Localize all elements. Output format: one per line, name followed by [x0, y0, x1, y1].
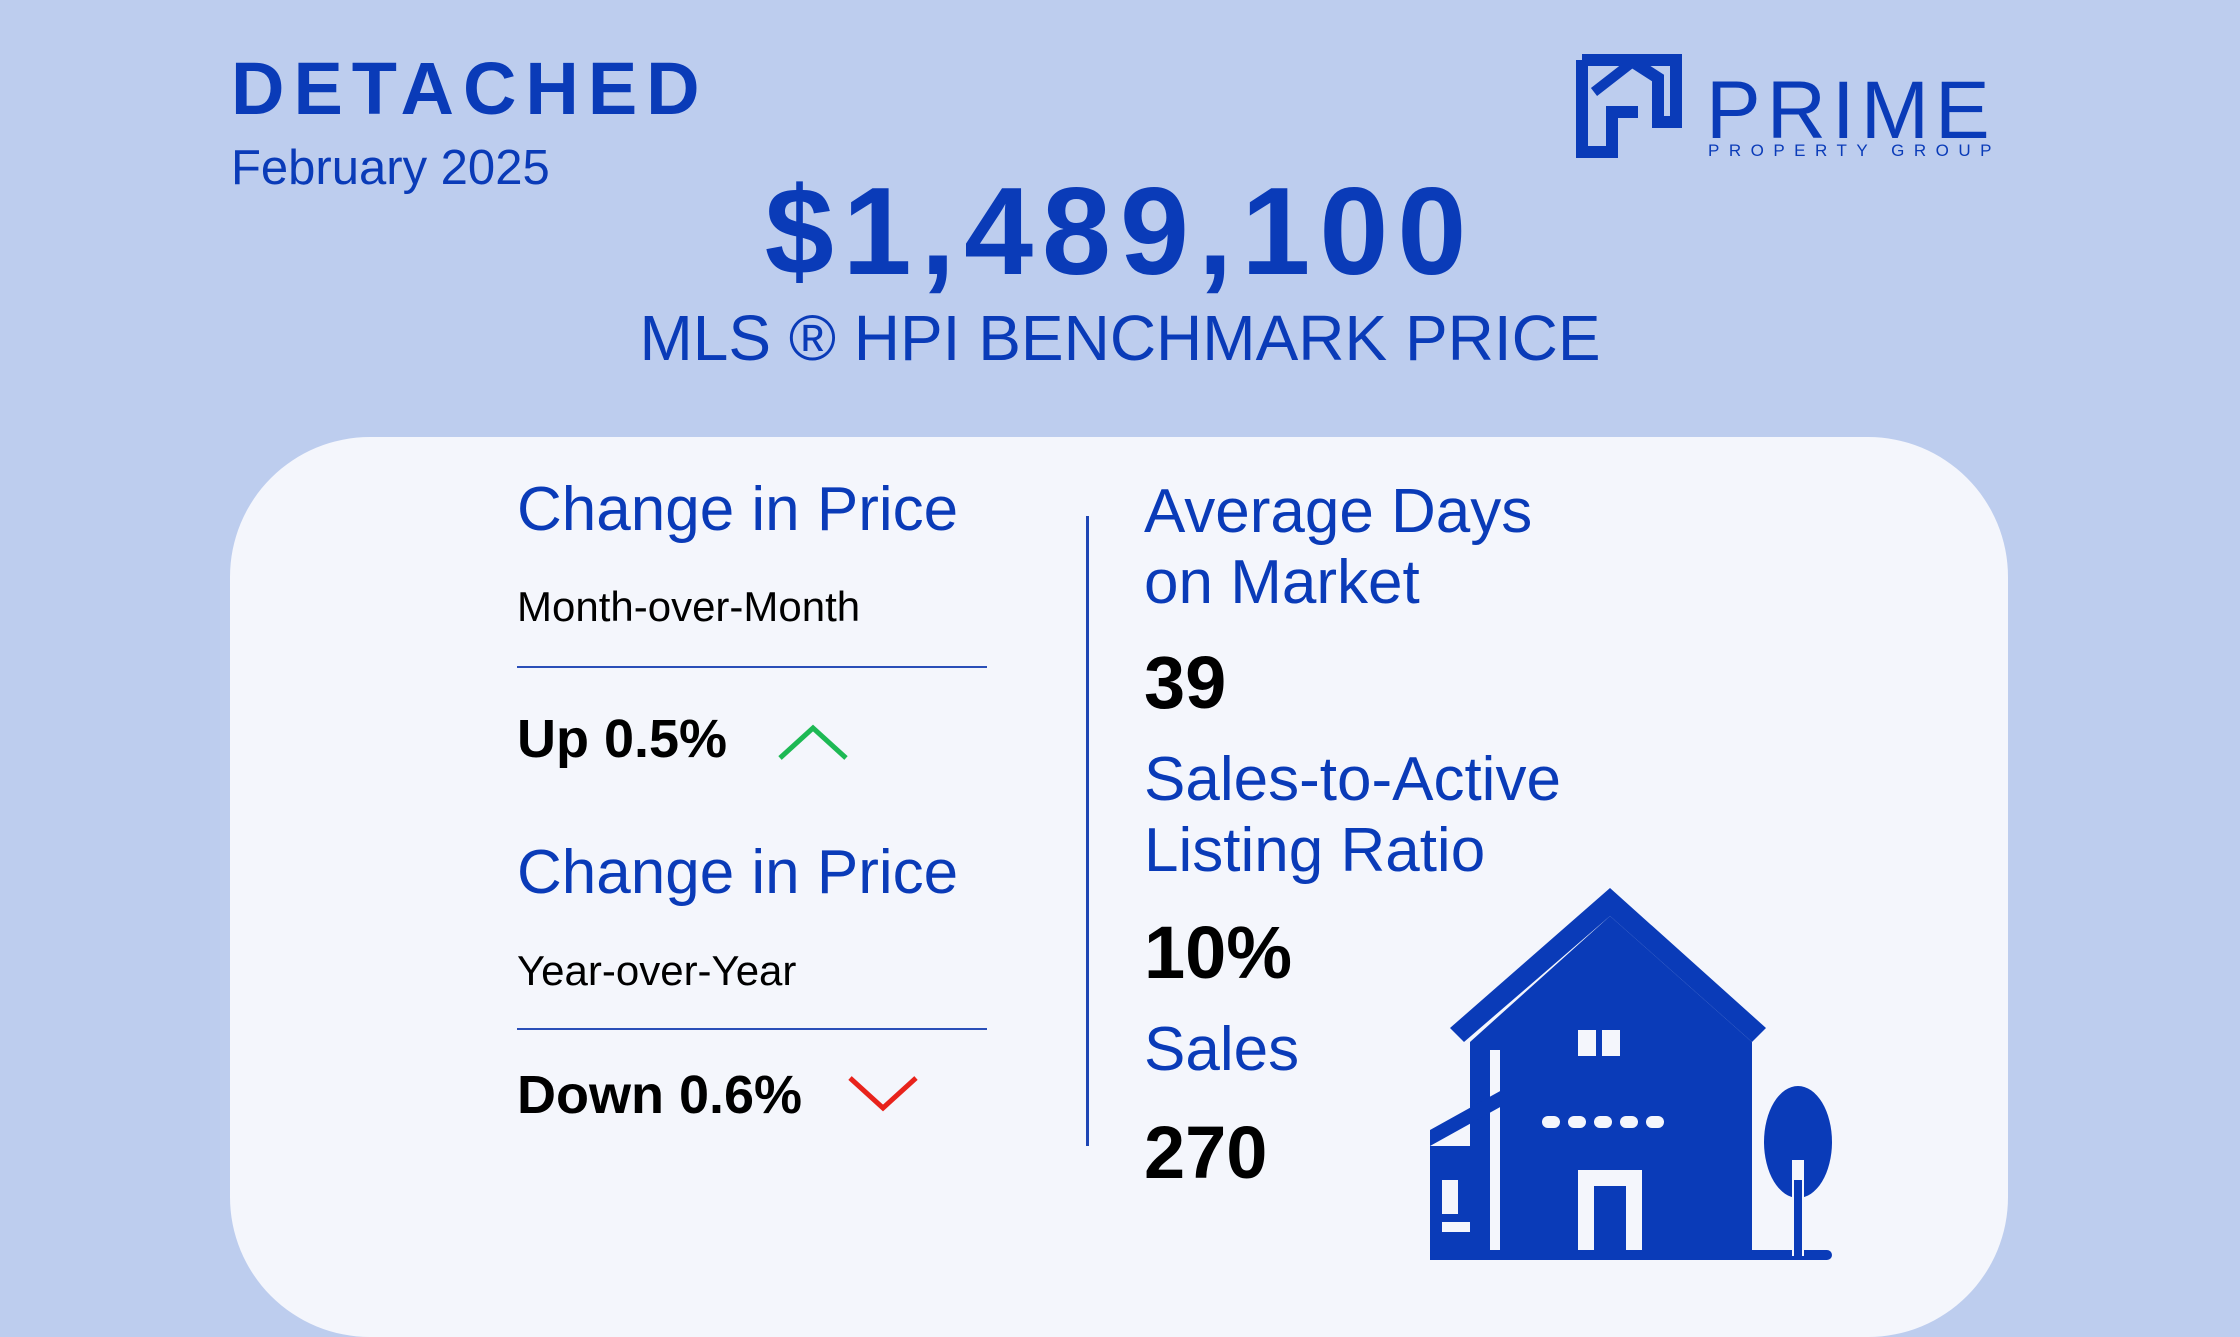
yoy-period-label: Year-over-Year — [517, 947, 797, 994]
chevron-up-icon — [778, 724, 848, 760]
brand-logo — [1576, 52, 2026, 164]
mom-period-label: Month-over-Month — [517, 583, 861, 630]
column-divider — [1086, 516, 1089, 1146]
mom-change-title: Change in Price — [517, 475, 959, 544]
mom-change-value: Up 0.5% — [517, 709, 728, 769]
days-on-market-title-line1: Average Days — [1144, 477, 1533, 546]
yoy-change-title: Change in Price — [517, 838, 959, 907]
house-outline-icon — [1576, 54, 1682, 158]
days-on-market-title-line2: on Market — [1144, 548, 1420, 618]
sales-to-active-value: 10% — [1144, 911, 1293, 994]
sales-to-active-title-line1: Sales-to-Active — [1144, 745, 1561, 814]
mom-divider — [517, 666, 987, 668]
chevron-down-icon — [848, 1076, 918, 1112]
days-on-market-value: 39 — [1144, 641, 1227, 724]
benchmark-price: $1,489,100 — [764, 163, 1476, 301]
sales-title: Sales — [1144, 1015, 1300, 1084]
sales-value: 270 — [1144, 1111, 1268, 1194]
yoy-change-value: Down 0.6% — [517, 1065, 803, 1125]
logo-wordmark: PRIME — [1706, 65, 1996, 156]
sales-to-active-title: Sales-to-Active Listing Ratio — [1144, 744, 1561, 887]
property-type-heading: DETACHED — [231, 47, 709, 130]
yoy-divider — [517, 1028, 987, 1030]
benchmark-price-label: MLS ® HPI BENCHMARK PRICE — [639, 302, 1601, 374]
sales-to-active-title-line2: Listing Ratio — [1144, 816, 1486, 886]
logo-tagline: PROPERTY GROUP — [1708, 141, 2001, 160]
days-on-market-title: Average Days on Market — [1144, 476, 1532, 619]
report-period: February 2025 — [231, 141, 550, 195]
house-with-tree-icon — [1430, 888, 1832, 1260]
